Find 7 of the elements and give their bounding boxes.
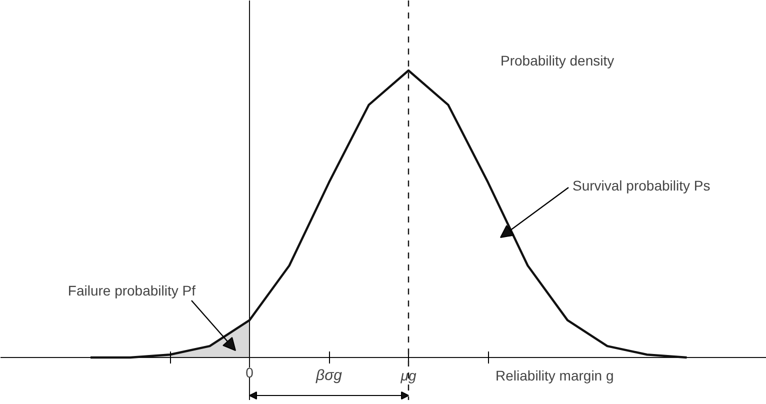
x-tick-label: 0 [246, 364, 254, 380]
x-tick-label: μg [400, 368, 416, 384]
annotation: Failure probability Pf [68, 282, 196, 298]
x-axis-title: Reliability margin g [496, 368, 614, 384]
y-axis-title: Probability density [500, 52, 614, 68]
annotation: Survival probability Ps [572, 178, 710, 194]
text: βσg [315, 367, 343, 384]
